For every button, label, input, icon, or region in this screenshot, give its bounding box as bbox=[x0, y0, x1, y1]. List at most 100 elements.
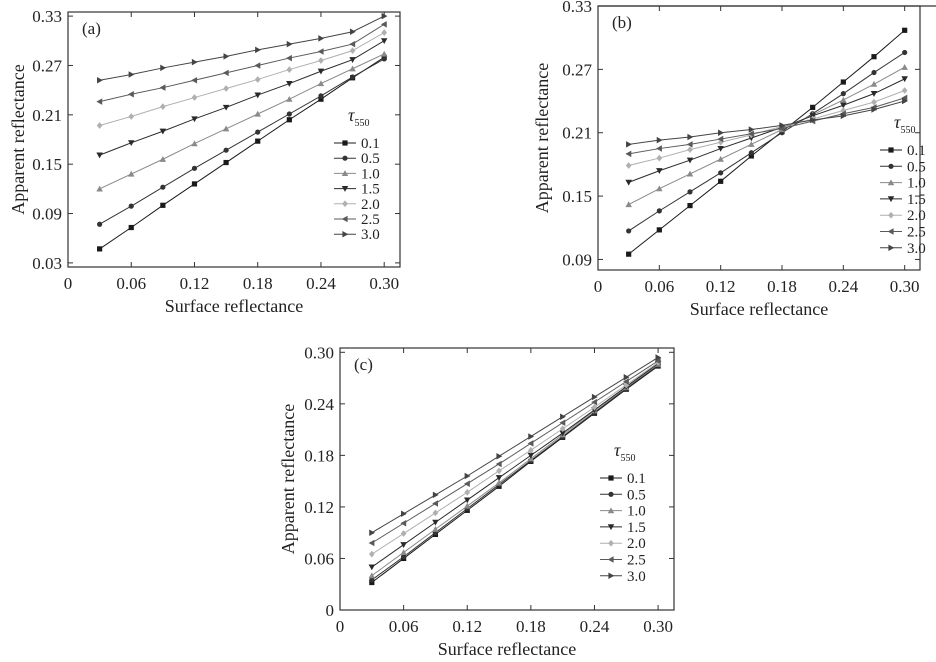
legend-label: 1.5 bbox=[627, 520, 646, 536]
data-point bbox=[495, 479, 503, 486]
data-point bbox=[464, 488, 471, 496]
data-point bbox=[254, 92, 261, 99]
data-point bbox=[400, 549, 407, 556]
legend-label: 1.5 bbox=[361, 182, 380, 198]
y-tick-label: 0.12 bbox=[304, 498, 334, 517]
data-point bbox=[623, 373, 630, 381]
legend-marker bbox=[888, 244, 895, 252]
series-0.5 bbox=[97, 56, 387, 227]
data-point bbox=[748, 153, 754, 159]
data-point bbox=[381, 12, 388, 20]
data-point bbox=[717, 135, 724, 143]
data-point bbox=[349, 74, 356, 80]
data-point bbox=[527, 440, 534, 447]
data-point bbox=[191, 140, 198, 147]
data-point bbox=[625, 201, 632, 208]
legend: τ550 0.10.51.01.52.02.53.0 bbox=[334, 105, 380, 243]
data-point bbox=[159, 103, 166, 110]
data-point bbox=[779, 122, 786, 129]
data-point bbox=[349, 28, 356, 35]
data-point bbox=[317, 80, 325, 87]
y-tick-label: 0.18 bbox=[304, 446, 334, 465]
data-point bbox=[127, 140, 135, 147]
legend-item: 2.0 bbox=[880, 208, 926, 224]
x-axis-label: Surface reflectance bbox=[690, 299, 828, 319]
legend-marker bbox=[607, 524, 615, 531]
chart-panel-b: 0 0.06 0.12 0.18 0.24 0.30 0.09 0.15 0.21 0.27 0.3… bbox=[532, 0, 936, 319]
data-point bbox=[463, 497, 471, 504]
legend-item: 0.1 bbox=[880, 143, 926, 159]
legend-item: 1.0 bbox=[880, 176, 926, 192]
panel-label-a: (a) bbox=[82, 19, 101, 38]
y-tick-label: 0.21 bbox=[32, 106, 62, 125]
panel-label-c: (c) bbox=[354, 355, 373, 374]
x-tick-label: 0.24 bbox=[306, 274, 336, 293]
data-point bbox=[495, 475, 503, 481]
data-point bbox=[368, 550, 375, 558]
legend-label: 2.5 bbox=[907, 225, 926, 241]
data-point bbox=[496, 467, 502, 475]
data-point bbox=[381, 29, 388, 36]
data-point bbox=[97, 221, 103, 227]
x-axis-label: Surface reflectance bbox=[438, 639, 576, 659]
x-tick-label: 0.18 bbox=[243, 274, 273, 293]
y-tick-label: 0.30 bbox=[304, 343, 334, 362]
data-point bbox=[317, 48, 324, 55]
data-point bbox=[191, 94, 198, 101]
y-axis-label: Apparent reflectance bbox=[8, 64, 28, 214]
legend-item: 3.0 bbox=[880, 241, 926, 257]
y-tick-label: 0.21 bbox=[562, 124, 592, 143]
legend-item: 1.0 bbox=[600, 504, 646, 520]
data-point bbox=[871, 69, 877, 76]
x-tick-label: 0.24 bbox=[828, 277, 858, 296]
data-point bbox=[901, 94, 908, 102]
legend-item: 2.0 bbox=[600, 536, 646, 552]
series-2.5 bbox=[368, 357, 661, 547]
series-line bbox=[371, 357, 659, 534]
data-point bbox=[381, 56, 387, 62]
data-point bbox=[718, 129, 724, 136]
x-tick-label: 0.06 bbox=[389, 617, 419, 636]
data-point bbox=[625, 179, 632, 186]
data-point bbox=[748, 135, 755, 142]
data-point bbox=[191, 116, 198, 123]
data-point bbox=[223, 147, 229, 153]
legend-label: 3.0 bbox=[627, 569, 646, 585]
legend-label: 2.5 bbox=[627, 553, 646, 569]
legend-label: 0.5 bbox=[361, 151, 380, 167]
data-point bbox=[160, 64, 167, 72]
legend-label: 0.1 bbox=[907, 143, 926, 159]
legend-label: 2.0 bbox=[361, 197, 380, 213]
data-point bbox=[717, 155, 724, 162]
series-2.5 bbox=[625, 94, 908, 158]
data-point bbox=[255, 129, 261, 135]
data-point bbox=[656, 168, 663, 174]
data-point bbox=[349, 65, 356, 72]
data-point bbox=[463, 480, 470, 487]
series-1.5 bbox=[96, 38, 388, 159]
legend-title: τ550 bbox=[348, 105, 369, 129]
legend-title: τ550 bbox=[614, 440, 635, 464]
data-point bbox=[840, 96, 847, 103]
y-tick-label: 0.06 bbox=[304, 549, 334, 568]
data-point bbox=[656, 227, 662, 233]
series-line bbox=[371, 365, 659, 583]
x-tick-label: 0.12 bbox=[452, 617, 482, 636]
data-point bbox=[349, 40, 356, 48]
y-axis-label: Apparent reflectance bbox=[278, 404, 298, 554]
legend-marker bbox=[342, 155, 348, 161]
series-line bbox=[628, 52, 905, 232]
data-point bbox=[286, 40, 293, 48]
legend-marker bbox=[608, 539, 614, 547]
data-point bbox=[401, 510, 407, 518]
data-point bbox=[840, 107, 847, 114]
series-line bbox=[99, 15, 385, 81]
data-point bbox=[222, 125, 230, 132]
data-point bbox=[687, 189, 693, 195]
series-line bbox=[628, 29, 905, 255]
data-point bbox=[432, 526, 439, 532]
data-point bbox=[840, 91, 846, 97]
x-tick-label: 0 bbox=[594, 277, 603, 296]
data-point bbox=[127, 91, 134, 98]
series-line bbox=[628, 78, 905, 183]
